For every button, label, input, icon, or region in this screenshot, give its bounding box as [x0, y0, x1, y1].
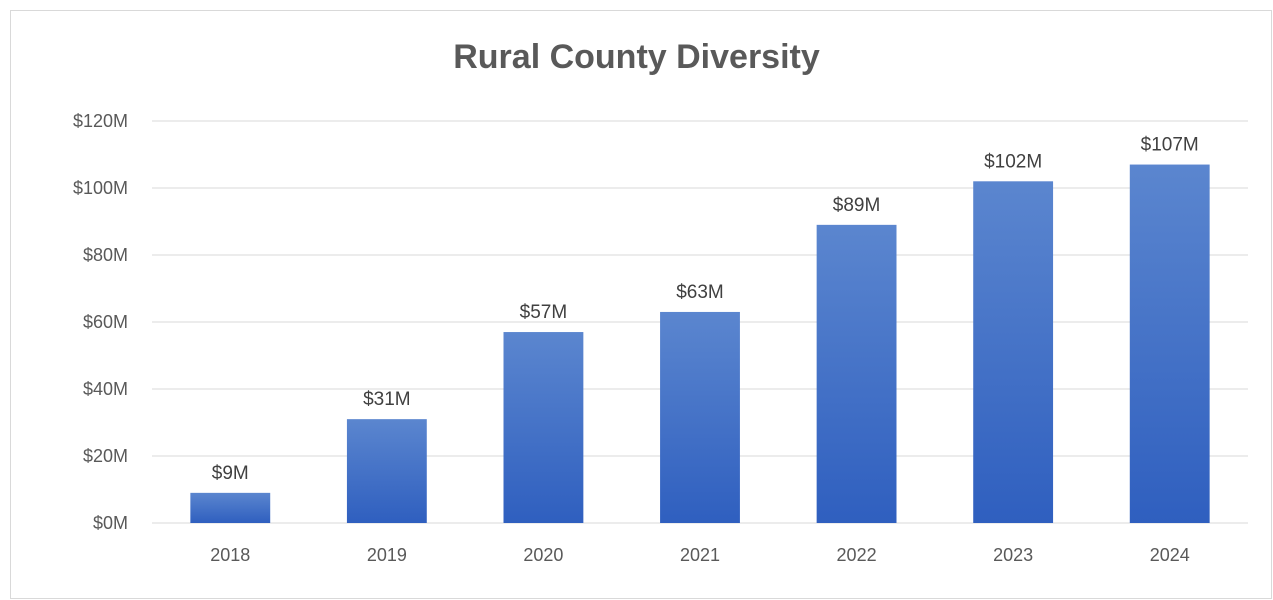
x-tick-label: 2023 — [993, 545, 1033, 565]
bar-2021 — [660, 311, 740, 523]
data-label-2024: $107M — [1141, 135, 1199, 156]
x-tick-label: 2021 — [680, 545, 720, 565]
x-tick-label: 2018 — [210, 545, 250, 565]
y-axis-tick-labels: $0M $20M $40M $60M $80M $100M $120M — [73, 111, 128, 533]
x-axis-tick-labels: 2018 2019 2020 2021 2022 2023 2024 — [210, 545, 1189, 565]
data-label-2020: $57M — [520, 302, 568, 323]
bar-2022 — [816, 224, 897, 523]
chart-title: Rural County Diversity — [453, 38, 820, 76]
x-tick-label: 2022 — [837, 545, 877, 565]
bar-2024 — [1129, 164, 1210, 524]
y-tick-label: $40M — [83, 379, 128, 399]
y-tick-label: $100M — [73, 178, 128, 198]
data-label-2018: $9M — [212, 463, 249, 484]
data-label-2019: $31M — [363, 389, 411, 410]
y-tick-label: $0M — [93, 513, 128, 533]
data-labels: $9M $31M $57M $63M $89M $102M $107M — [212, 135, 1199, 484]
bars — [190, 164, 1210, 524]
bar-2019 — [346, 419, 427, 523]
y-tick-label: $20M — [83, 446, 128, 466]
bar-2018 — [190, 492, 271, 523]
bar-2023 — [973, 181, 1054, 524]
x-tick-label: 2024 — [1150, 545, 1190, 565]
data-label-2022: $89M — [833, 195, 881, 216]
data-label-2023: $102M — [984, 151, 1042, 172]
x-tick-label: 2020 — [523, 545, 563, 565]
data-label-2021: $63M — [676, 282, 724, 303]
y-tick-label: $120M — [73, 111, 128, 131]
y-tick-label: $80M — [83, 245, 128, 265]
y-tick-label: $60M — [83, 312, 128, 332]
bar-2020 — [503, 332, 584, 523]
x-tick-label: 2019 — [367, 545, 407, 565]
